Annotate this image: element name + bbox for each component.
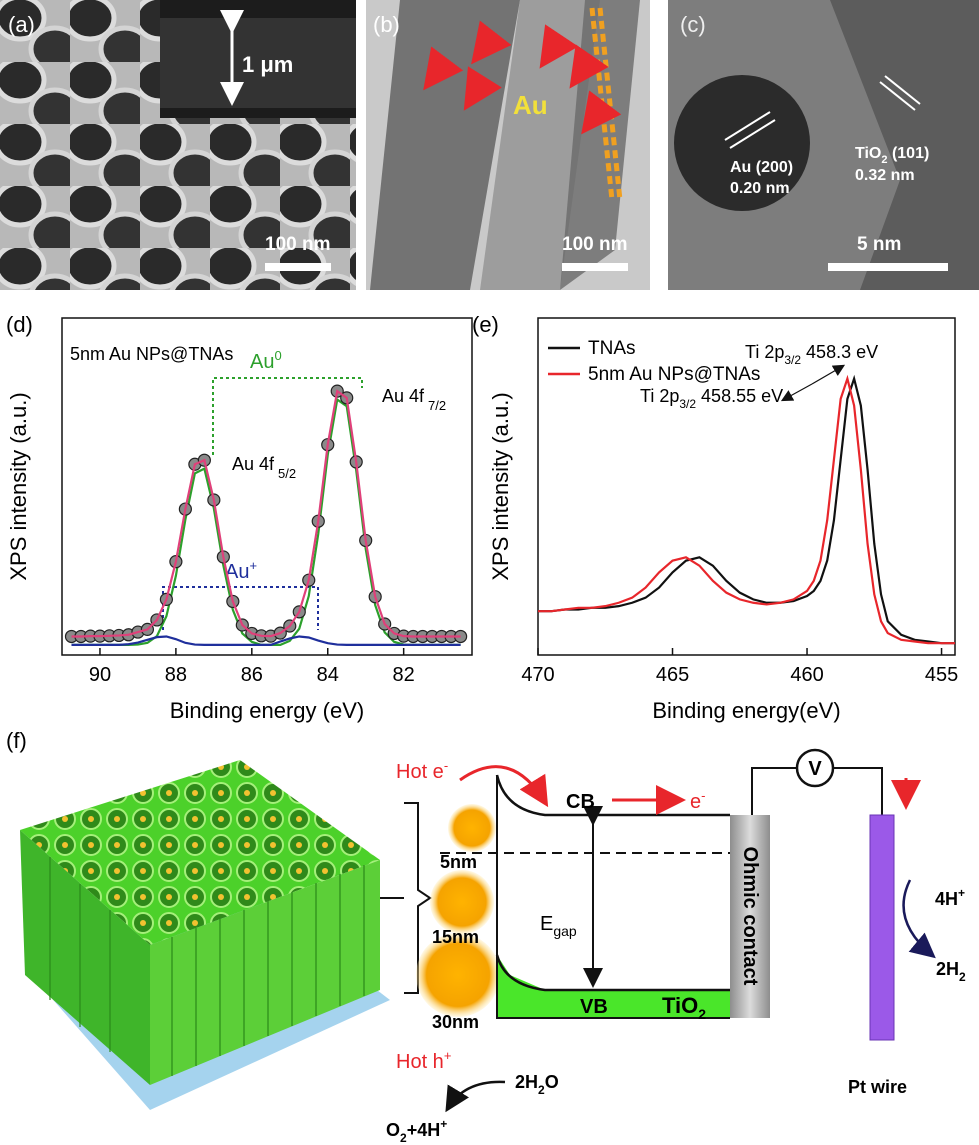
- au-spacing: 0.20 nm: [730, 180, 790, 197]
- panel-d: (d) 5nm Au NPs@TNAs Au0 Au+ Au 4f 5/2 Au …: [6, 312, 446, 630]
- plot-frame: [537, 317, 956, 656]
- ohmic-contact: [730, 815, 770, 1018]
- pt-wire: [869, 814, 895, 1041]
- au-plane: Au (200): [730, 159, 793, 176]
- x-tick-label: 84: [317, 664, 339, 686]
- inset-scale: 1 μm: [242, 52, 293, 77]
- tio2-plane: TiO2 (101): [855, 145, 929, 166]
- x-tick-label: 460: [790, 664, 823, 686]
- series-line: [538, 374, 955, 645]
- panel-label: (f): [6, 728, 27, 753]
- panel-label: (b): [373, 12, 400, 37]
- au-particle: [416, 933, 500, 1017]
- series-line: [71, 397, 461, 646]
- tio2-spacing: 0.32 nm: [855, 167, 915, 184]
- chart: 90 88 86 84 82 Binding energy (eV) XPS intensi…: [6, 317, 473, 723]
- scale-label: 5 nm: [857, 234, 901, 255]
- scale-bar: [828, 263, 948, 271]
- y-axis-title: XPS intensity (a.u.): [488, 392, 513, 580]
- panel-f: (f) Ohmic contact V Hot e- CB e- 5nm 15n…: [6, 728, 966, 1145]
- series-line: [71, 635, 461, 646]
- size-label: 5nm: [440, 852, 477, 872]
- au-particle: [448, 804, 496, 852]
- panel-label: (d): [6, 312, 33, 337]
- x-tick-label: 82: [393, 664, 415, 686]
- nanotube-top: [20, 760, 380, 945]
- annotation: Au0: [250, 348, 282, 373]
- vb-edge: [495, 954, 730, 992]
- hydrogen-label: 2H2: [936, 959, 966, 984]
- egap-label: Egap: [540, 913, 577, 939]
- panel-label: (e): [472, 312, 499, 337]
- tio2-body: [497, 955, 730, 1018]
- scale-label: 100 nm: [562, 234, 627, 255]
- panel-label: (c): [680, 12, 706, 37]
- voltmeter-label: V: [808, 758, 822, 780]
- electron: e-: [690, 788, 705, 813]
- vb-label: VB: [580, 996, 608, 1018]
- size-label: 30nm: [432, 1012, 479, 1032]
- panel-b: (b) Au 100 nm: [366, 0, 650, 290]
- x-tick-label: 455: [925, 664, 958, 686]
- water-label: 2H2O: [515, 1072, 559, 1097]
- au-particle: [430, 870, 494, 934]
- x-tick-label: 88: [165, 664, 187, 686]
- panel-label: (a): [8, 12, 35, 37]
- scale-bar: [265, 263, 331, 271]
- nanotube-front: [150, 860, 380, 1085]
- tio2-label: TiO2: [662, 993, 706, 1022]
- scale-bar: [562, 263, 628, 271]
- x-axis-title: Binding energy(eV): [652, 698, 840, 723]
- x-tick-label: 465: [656, 664, 689, 686]
- annotation: Ti 2p3/2 458.55 eV: [640, 386, 783, 411]
- x-tick-label: 90: [89, 664, 111, 686]
- series-line: [71, 389, 461, 638]
- panel-a: 1 μm (a) 100 nm: [0, 0, 356, 290]
- x-tick-label: 86: [241, 664, 263, 686]
- annotation: Ti 2p3/2 458.3 eV: [745, 342, 878, 367]
- pt-label: Pt wire: [848, 1077, 907, 1097]
- annotation: 5nm Au NPs@TNAs: [70, 344, 233, 364]
- hot-electron: Hot e-: [396, 758, 448, 783]
- series-line: [538, 374, 955, 645]
- scale-label: 100 nm: [265, 234, 330, 255]
- plot-frame: [61, 317, 473, 656]
- cb-label: CB: [566, 791, 595, 813]
- panel-e: (e) Ti 2p3/2 458.3 eV Ti 2p3/2 458.55 eV: [472, 312, 878, 411]
- legend-label: 5nm Au NPs@TNAs: [588, 364, 760, 385]
- proton-label: 4H+: [935, 886, 965, 909]
- hot-hole: Hot h+: [396, 1048, 451, 1073]
- oxygen-label: O2+4H+: [386, 1117, 447, 1145]
- x-axis-title: Binding energy (eV): [170, 698, 364, 723]
- cb-edge: [495, 774, 730, 817]
- annotation: Au 4f 5/2: [232, 454, 296, 481]
- annotation: Au+: [225, 558, 257, 583]
- size-label: 15nm: [432, 927, 479, 947]
- au-label: Au: [513, 90, 548, 120]
- legend-label: TNAs: [588, 338, 636, 359]
- x-tick-label: 470: [521, 664, 554, 686]
- y-axis-title: XPS intensity (a.u.): [6, 392, 31, 580]
- nanotube-side: [20, 830, 150, 1085]
- annotation: Au 4f 7/2: [382, 386, 446, 413]
- panel-c: (c) Au (200) 0.20 nm TiO2 (101) 0.32 nm …: [668, 0, 979, 290]
- au-particle: [674, 75, 810, 211]
- chart: 470 465 460 455 Binding energy(eV) XPS intens…: [488, 317, 958, 723]
- ohmic-label: Ohmic contact: [739, 847, 761, 986]
